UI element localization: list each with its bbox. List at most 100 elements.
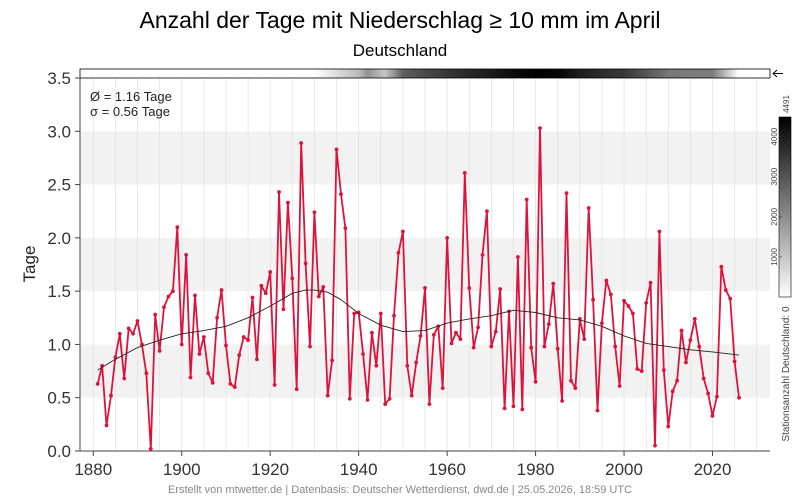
y-tick-label: 0.0 [47, 442, 71, 461]
data-point [728, 296, 733, 301]
data-point [281, 307, 286, 312]
station-count-bar [79, 68, 771, 79]
data-point [325, 393, 330, 398]
data-point [316, 294, 321, 299]
data-point [591, 297, 595, 302]
data-point [555, 346, 560, 351]
x-tick-label: 1960 [428, 460, 466, 479]
data-point [732, 359, 737, 364]
data-point [684, 360, 688, 365]
data-point [219, 288, 224, 292]
data-point [418, 334, 423, 338]
data-point [666, 424, 671, 429]
chart-title: Anzahl der Tage mit Niederschlag ≥ 10 mm… [140, 7, 661, 33]
data-point [480, 253, 485, 257]
data-point [608, 292, 613, 297]
data-point [210, 380, 215, 385]
station-legend-tick-label: 2000 [770, 207, 779, 225]
data-point [232, 385, 237, 389]
data-point [272, 383, 277, 387]
series-layer [95, 126, 741, 451]
data-point [175, 225, 180, 230]
data-point [617, 384, 622, 388]
data-point [440, 386, 445, 391]
data-point [533, 379, 538, 384]
data-point [356, 310, 361, 315]
data-point [697, 344, 702, 349]
data-point [241, 335, 246, 339]
data-point [392, 313, 396, 318]
data-point [715, 394, 719, 399]
data-point [701, 376, 706, 381]
data-point [250, 295, 255, 300]
data-point [427, 402, 432, 407]
data-point [524, 197, 529, 202]
stat-mean: Ø = 1.16 Tage [90, 89, 172, 104]
y-tick-label: 1.0 [47, 335, 71, 354]
data-point [228, 381, 233, 386]
x-tick-label: 1880 [74, 460, 112, 479]
data-point [387, 396, 392, 401]
data-point [352, 311, 357, 316]
data-point [644, 300, 649, 305]
station-legend-tick-label: 3000 [770, 167, 779, 185]
data-point [639, 369, 644, 373]
data-point [635, 367, 640, 371]
data-point [476, 325, 480, 330]
footer-credit: Erstellt von mtwetter.de | Datenbasis: D… [168, 484, 632, 496]
data-point [688, 338, 693, 343]
statistics-box: Ø = 1.16 Tage σ = 0.56 Tage [90, 89, 172, 119]
data-point [400, 229, 405, 234]
data-point [299, 141, 304, 145]
data-point [630, 311, 635, 316]
data-point [520, 407, 525, 412]
data-point [679, 328, 684, 333]
y-axis-label: Tage [20, 246, 39, 283]
y-tick-label: 3.5 [47, 69, 71, 88]
data-point [330, 358, 335, 363]
vertical-gridlines [92, 78, 758, 451]
y-tick-label: 3.0 [47, 122, 71, 141]
data-point [710, 413, 715, 418]
data-point [153, 312, 158, 317]
data-point [184, 253, 189, 257]
data-point [237, 353, 242, 357]
x-tick-label: 1980 [517, 460, 555, 479]
station-legend-tick-label: 4000 [770, 127, 779, 145]
data-point [144, 371, 149, 376]
station-bar-arrow-icon [772, 69, 783, 78]
data-point [582, 337, 587, 341]
y-tick-label: 2.5 [47, 176, 71, 195]
data-point [595, 408, 600, 413]
y-tick-label: 2.0 [47, 229, 71, 248]
y-tick-label: 1.5 [47, 282, 71, 301]
station-legend: 1000 2000 3000 4000 4491 Stationsanzahl Deu… [770, 95, 792, 442]
data-point [604, 278, 609, 283]
data-point [445, 235, 450, 240]
data-point [458, 337, 463, 341]
x-axis-ticks: 1880 1900 1920 1940 1960 1980 2000 2020 [74, 451, 731, 479]
data-point [365, 397, 370, 402]
series-line-smoothed [97, 289, 740, 371]
data-point [285, 200, 290, 205]
data-point [723, 288, 728, 292]
data-point [586, 206, 591, 210]
data-point [343, 226, 348, 231]
data-point [405, 363, 410, 368]
data-point [215, 315, 220, 320]
station-legend-ticks: 1000 2000 3000 4000 [770, 127, 782, 266]
station-legend-title: Stationsanzahl Deutschland: 0 [781, 306, 792, 442]
data-point [312, 210, 317, 215]
data-point [255, 357, 259, 362]
data-point [117, 331, 122, 336]
data-point [737, 395, 741, 400]
data-point [498, 287, 503, 291]
station-legend-gradient [778, 116, 792, 298]
data-point [294, 387, 299, 392]
data-point [653, 443, 657, 448]
data-point [485, 209, 489, 214]
data-point [361, 352, 365, 356]
data-point [719, 264, 724, 269]
data-point [462, 170, 467, 175]
